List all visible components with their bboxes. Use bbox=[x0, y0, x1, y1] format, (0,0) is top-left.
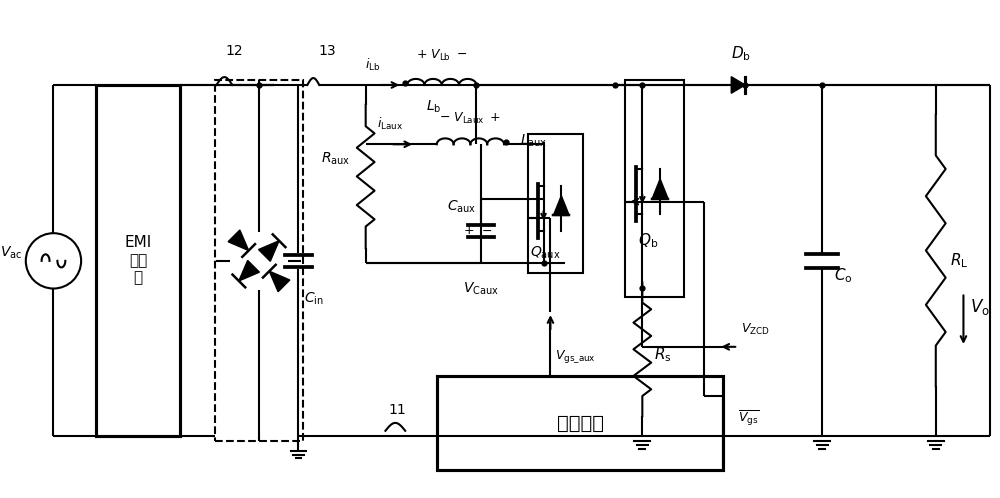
Text: $Q_{\rm b}$: $Q_{\rm b}$ bbox=[638, 231, 659, 250]
Text: $\overline{V_{\rm gs}}$: $\overline{V_{\rm gs}}$ bbox=[738, 408, 759, 428]
Text: $R_{\rm aux}$: $R_{\rm aux}$ bbox=[321, 151, 350, 167]
Polygon shape bbox=[652, 179, 668, 199]
Polygon shape bbox=[259, 241, 279, 261]
Text: $+$: $+$ bbox=[463, 224, 474, 237]
Text: $i_{\rm Lb}$: $i_{\rm Lb}$ bbox=[365, 57, 380, 73]
Text: $C_{\rm o}$: $C_{\rm o}$ bbox=[834, 266, 853, 285]
Text: $V_{\rm ac}$: $V_{\rm ac}$ bbox=[0, 245, 22, 261]
Bar bbox=[215, 80, 303, 441]
Polygon shape bbox=[553, 196, 569, 216]
Polygon shape bbox=[228, 230, 249, 250]
Text: $C_{\rm aux}$: $C_{\rm aux}$ bbox=[447, 198, 476, 215]
Text: $C_{\rm in}$: $C_{\rm in}$ bbox=[304, 290, 324, 307]
Text: 13: 13 bbox=[318, 44, 336, 58]
Text: $R_{\rm s}$: $R_{\rm s}$ bbox=[654, 346, 672, 364]
Bar bbox=[625, 80, 684, 297]
Text: $V_{\rm Caux}$: $V_{\rm Caux}$ bbox=[463, 280, 499, 297]
Text: $L_{\rm aux}$: $L_{\rm aux}$ bbox=[520, 132, 547, 148]
Text: $i_{\rm Laux}$: $i_{\rm Laux}$ bbox=[377, 117, 403, 132]
Polygon shape bbox=[269, 271, 290, 292]
Polygon shape bbox=[731, 77, 745, 93]
Text: 控制模块: 控制模块 bbox=[557, 414, 604, 433]
Text: $+\ V_{\rm Lb}\ -$: $+\ V_{\rm Lb}\ -$ bbox=[416, 48, 467, 63]
Text: 11: 11 bbox=[388, 403, 406, 417]
Text: EMI
滤波
器: EMI 滤波 器 bbox=[124, 236, 152, 285]
Bar bbox=[528, 134, 583, 273]
Polygon shape bbox=[239, 260, 259, 281]
Text: 12: 12 bbox=[225, 44, 243, 58]
Text: $V_{\rm gs\_aux}$: $V_{\rm gs\_aux}$ bbox=[555, 348, 596, 365]
Bar bbox=[96, 85, 180, 436]
Text: $V_{\rm ZCD}$: $V_{\rm ZCD}$ bbox=[741, 322, 770, 337]
Text: $-$: $-$ bbox=[481, 224, 492, 237]
Text: $R_{\rm L}$: $R_{\rm L}$ bbox=[950, 251, 968, 270]
Text: $V_{\rm o}$: $V_{\rm o}$ bbox=[970, 297, 990, 317]
Text: $L_{\rm b}$: $L_{\rm b}$ bbox=[426, 99, 442, 115]
Text: $Q_{\rm aux}$: $Q_{\rm aux}$ bbox=[530, 245, 561, 261]
Bar bbox=[437, 376, 723, 470]
Text: $D_{\rm b}$: $D_{\rm b}$ bbox=[731, 44, 751, 63]
Text: $-\ V_{\rm Laux}\ +$: $-\ V_{\rm Laux}\ +$ bbox=[439, 112, 501, 126]
